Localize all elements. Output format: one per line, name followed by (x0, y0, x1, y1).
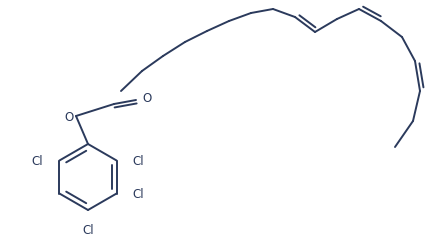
Text: Cl: Cl (82, 223, 94, 236)
Text: O: O (65, 111, 74, 124)
Text: Cl: Cl (132, 154, 144, 167)
Text: Cl: Cl (132, 187, 144, 200)
Text: O: O (142, 92, 151, 105)
Text: Cl: Cl (32, 154, 43, 167)
